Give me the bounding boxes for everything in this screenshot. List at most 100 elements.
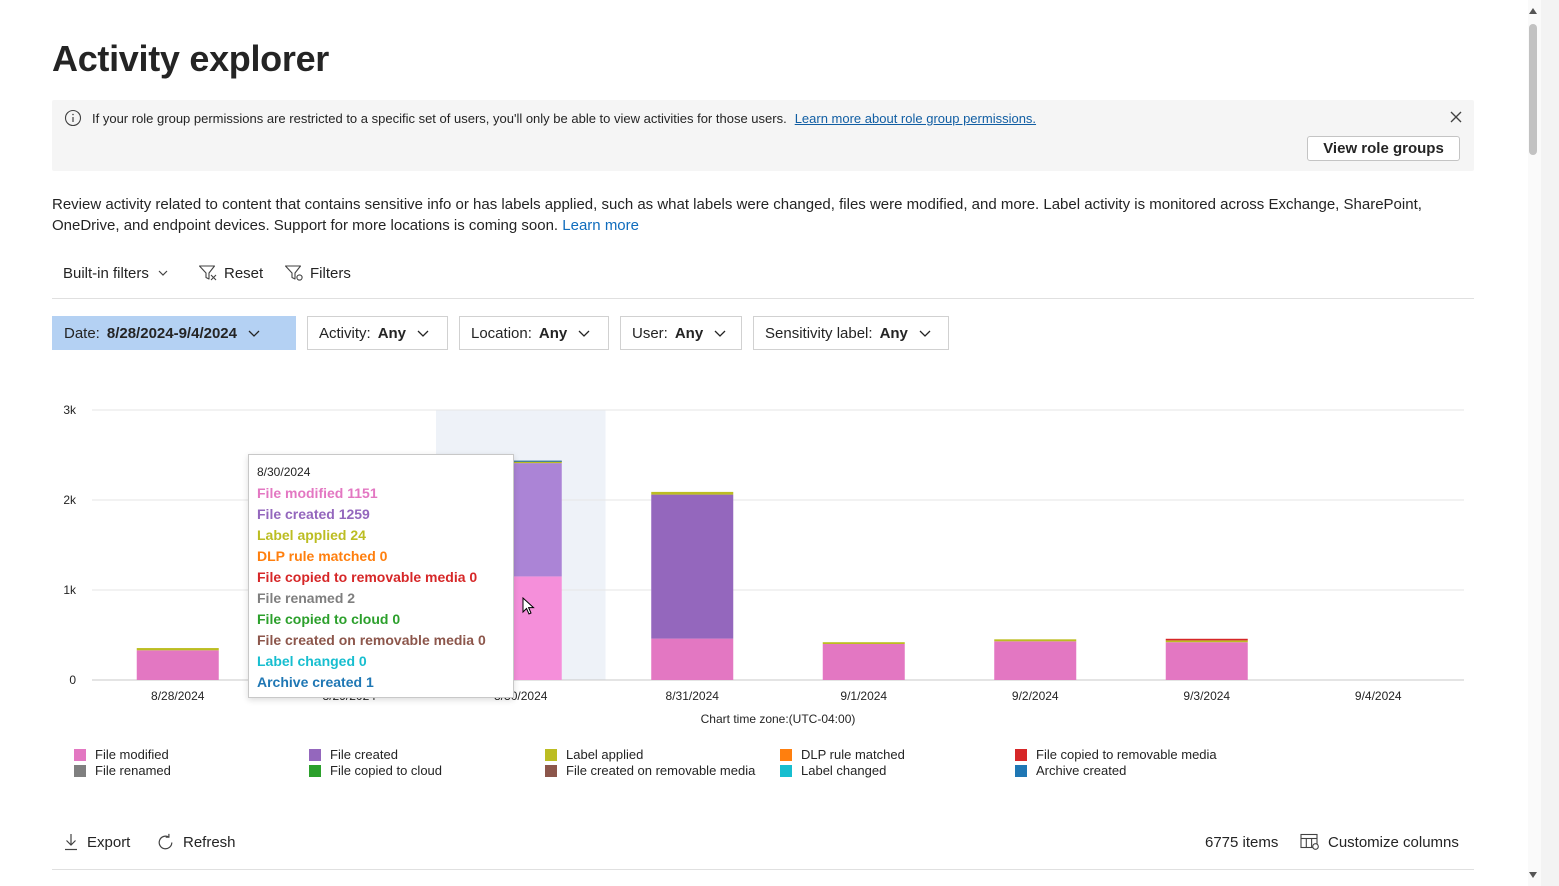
items-count: 6775 items: [1205, 833, 1279, 851]
chevron-down-icon: [248, 330, 260, 337]
info-icon: [64, 109, 82, 127]
refresh-label: Refresh: [183, 833, 236, 851]
description-text: Review activity related to content that …: [52, 196, 1422, 234]
scroll-up-icon[interactable]: [1528, 6, 1538, 16]
bar-segment: [651, 638, 734, 680]
legend-label: Label changed: [801, 763, 887, 778]
role-group-permissions-link[interactable]: Learn more about role group permissions.: [794, 111, 1037, 126]
legend-label: File renamed: [95, 763, 171, 778]
page-title: Activity explorer: [52, 38, 330, 79]
y-tick-label: 2k: [63, 493, 77, 507]
chevron-down-icon: [578, 330, 590, 337]
legend-item[interactable]: File created on removable media: [545, 763, 755, 778]
legend-label: File created on removable media: [566, 763, 756, 778]
legend-swatch: [1015, 748, 1027, 761]
legend-swatch: [309, 748, 321, 761]
location-filter-value: Any: [538, 324, 568, 342]
legend-item[interactable]: Archive created: [1015, 763, 1126, 778]
legend-label: File copied to cloud: [330, 763, 443, 778]
tooltip-row: File copied to cloud 0: [257, 611, 401, 627]
tooltip-row: File copied to removable media 0: [257, 569, 478, 585]
legend-item[interactable]: File renamed: [74, 763, 171, 778]
refresh-icon: [158, 833, 173, 849]
date-filter-value: 8/28/2024-9/4/2024: [106, 324, 237, 342]
y-tick-label: 0: [69, 673, 76, 687]
date-filter[interactable]: Date: 8/28/2024-9/4/2024: [52, 316, 296, 350]
date-filter-label: Date:: [64, 324, 100, 342]
legend-swatch: [780, 748, 792, 761]
filter-reset-icon: [198, 265, 217, 281]
x-tick-label: 9/4/2024: [1355, 689, 1402, 703]
legend-item[interactable]: File copied to cloud: [309, 763, 442, 778]
filters-button[interactable]: Filters: [284, 262, 351, 284]
bar-segment: [1165, 638, 1248, 641]
bar-segment: [822, 644, 905, 680]
builtin-filters-label: Built-in filters: [63, 264, 149, 282]
vertical-scrollbar[interactable]: [1528, 0, 1541, 886]
legend-swatch: [780, 764, 792, 777]
view-role-groups-button[interactable]: View role groups: [1307, 136, 1460, 161]
legend-label: DLP rule matched: [801, 747, 905, 762]
chevron-down-icon: [714, 330, 726, 337]
window-edge: [1541, 0, 1559, 886]
banner-message: If your role group permissions are restr…: [92, 111, 1036, 126]
filter-settings-icon: [284, 265, 303, 281]
activity-filter[interactable]: Activity: Any: [307, 316, 448, 350]
learn-more-link[interactable]: Learn more: [562, 217, 639, 234]
legend-item[interactable]: File copied to removable media: [1015, 747, 1217, 762]
bar-segment: [479, 460, 562, 462]
activity-filter-value: Any: [377, 324, 407, 342]
customize-columns-button[interactable]: Customize columns: [1300, 831, 1459, 853]
chevron-down-icon: [417, 330, 429, 337]
tooltip-row: Archive created 1: [257, 674, 374, 690]
bar-segment: [994, 639, 1077, 642]
filter-toolbar: Built-in filters Reset Filters: [52, 258, 1474, 299]
y-tick-label: 3k: [63, 403, 77, 417]
x-tick-label: 8/28/2024: [151, 689, 205, 703]
sensitivity-filter-value: Any: [879, 324, 908, 342]
legend-label: Archive created: [1036, 763, 1127, 778]
refresh-button[interactable]: Refresh: [156, 831, 236, 853]
legend-label: File copied to removable media: [1036, 747, 1217, 762]
legend-item[interactable]: File created: [309, 747, 398, 762]
legend-label: File created: [330, 747, 398, 762]
legend-item[interactable]: DLP rule matched: [780, 747, 905, 762]
chevron-down-icon: [919, 330, 931, 337]
legend-label: Label applied: [566, 747, 644, 762]
tooltip-row: Label applied 24: [257, 527, 366, 543]
scrollbar-thumb[interactable]: [1529, 24, 1537, 155]
tooltip-row: File created 1259: [257, 506, 370, 522]
builtin-filters-button[interactable]: Built-in filters: [63, 262, 169, 284]
user-filter-label: User:: [632, 324, 668, 342]
y-tick-label: 1k: [63, 583, 77, 597]
sensitivity-label-filter[interactable]: Sensitivity label: Any: [753, 316, 949, 350]
export-label: Export: [87, 833, 131, 851]
reset-label: Reset: [224, 264, 264, 282]
x-axis-label: Chart time zone:(UTC-04:00): [701, 712, 856, 726]
location-filter[interactable]: Location: Any: [459, 316, 609, 350]
chart-tooltip: 8/30/2024 File modified 1151 File created…: [248, 454, 514, 698]
page-description: Review activity related to content that …: [52, 194, 1462, 236]
tooltip-row: Label changed 0: [257, 653, 367, 669]
reset-button[interactable]: Reset: [198, 262, 263, 284]
legend-item[interactable]: Label applied: [545, 747, 643, 762]
bar-segment: [136, 650, 219, 680]
legend-item[interactable]: Label changed: [780, 763, 886, 778]
close-icon[interactable]: [1448, 109, 1464, 125]
user-filter[interactable]: User: Any: [620, 316, 742, 350]
x-tick-label: 9/3/2024: [1183, 689, 1230, 703]
x-tick-label: 9/2/2024: [1012, 689, 1059, 703]
sensitivity-filter-label: Sensitivity label:: [765, 324, 873, 342]
mouse-cursor-icon: [522, 597, 535, 615]
legend-swatch: [74, 764, 86, 777]
user-filter-value: Any: [674, 324, 704, 342]
banner-text: If your role group permissions are restr…: [92, 111, 787, 126]
customize-columns-icon: [1300, 833, 1319, 850]
bar-segment: [822, 642, 905, 644]
scroll-down-icon[interactable]: [1528, 870, 1538, 880]
legend-swatch: [545, 748, 557, 761]
legend-item[interactable]: File modified: [74, 747, 169, 762]
bar-segment: [651, 491, 734, 495]
export-button[interactable]: Export: [63, 831, 130, 853]
